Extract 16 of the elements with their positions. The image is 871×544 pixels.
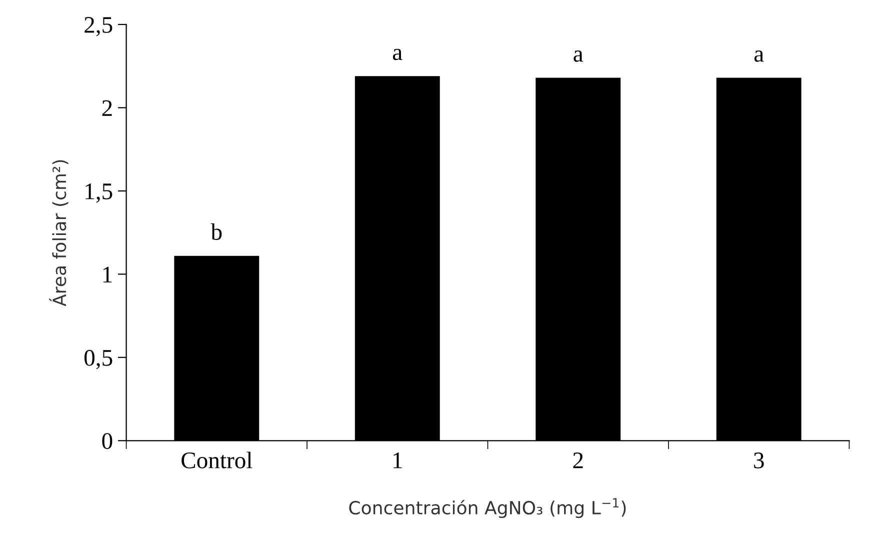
x-tick-label: 3	[754, 452, 764, 468]
x-tick-label: 2	[573, 452, 583, 468]
y-tick-label: 0	[102, 433, 112, 450]
y-tick-label: 2,5	[84, 17, 112, 36]
annotation: b	[210, 223, 222, 240]
x-tick-label: 1	[394, 452, 402, 468]
y-tick-label: 2	[102, 100, 112, 116]
y-tick-label: 0,5	[84, 350, 112, 370]
x-axis-title: Concentración AgNO₃ (mg L$^{−1}$)	[349, 498, 626, 518]
y-axis-title: Área foliar (cm²)	[49, 160, 68, 306]
annotation: a	[754, 50, 764, 62]
x-tick-label: Control	[182, 452, 252, 468]
y-tick-label: 1	[103, 266, 112, 282]
y-tick-label: 1,5	[86, 184, 112, 203]
annotation: a	[574, 50, 584, 62]
annotation: a	[392, 48, 402, 60]
